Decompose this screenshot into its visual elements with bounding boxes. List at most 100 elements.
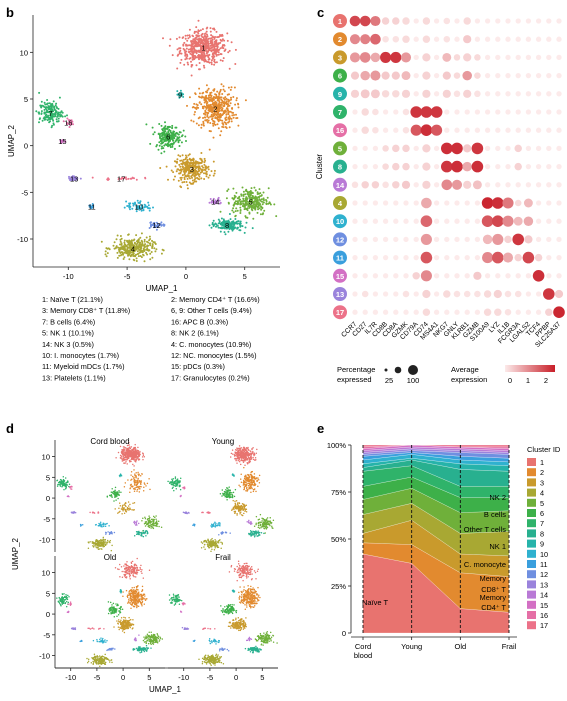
c-dot bbox=[495, 72, 501, 79]
c-dot bbox=[463, 53, 472, 62]
c-color-legend-title: Average bbox=[451, 365, 479, 374]
cluster-4-points bbox=[87, 536, 113, 552]
c-dot bbox=[360, 89, 370, 99]
c-dot bbox=[495, 273, 501, 279]
c-dot bbox=[441, 160, 453, 173]
c-dot bbox=[546, 127, 552, 133]
b-xtick-label: 5 bbox=[243, 272, 247, 281]
c-cluster-badge-7 bbox=[333, 105, 347, 119]
c-dot bbox=[422, 89, 431, 98]
c-dot bbox=[484, 36, 491, 42]
cluster-12-points bbox=[148, 221, 166, 231]
c-dot bbox=[402, 126, 410, 134]
c-dot bbox=[410, 124, 422, 136]
b-ytick-label: -10 bbox=[17, 235, 28, 244]
c-dot bbox=[492, 251, 504, 264]
c-dot bbox=[556, 218, 562, 224]
c-dot bbox=[462, 70, 472, 81]
c-dot bbox=[464, 109, 470, 115]
c-dot bbox=[382, 218, 389, 224]
c-dot bbox=[464, 254, 470, 261]
panel-d-letter: d bbox=[6, 421, 14, 436]
c-dot bbox=[534, 253, 543, 262]
c-dot bbox=[352, 273, 358, 279]
c-dot bbox=[535, 218, 542, 224]
c-dot bbox=[474, 54, 481, 61]
c-dot bbox=[352, 109, 358, 115]
c-dot bbox=[402, 162, 410, 171]
c-dot bbox=[370, 70, 381, 81]
c-dot bbox=[393, 127, 399, 133]
cluster-1-points bbox=[229, 445, 258, 466]
c-dot bbox=[422, 17, 431, 25]
cluster-label-10: 10 bbox=[135, 202, 143, 211]
b-xlabel: UMAP_1 bbox=[145, 284, 178, 293]
c-dot bbox=[535, 91, 542, 97]
cluster-17-points bbox=[91, 176, 147, 181]
c-dot bbox=[556, 145, 562, 152]
c-dot bbox=[392, 17, 400, 25]
c-dot bbox=[349, 34, 361, 45]
c-dot bbox=[546, 163, 552, 170]
c-dot bbox=[474, 127, 481, 133]
c-dot bbox=[372, 108, 379, 116]
b-xtick-label: -5 bbox=[124, 272, 131, 281]
c-cluster-label-10: 10 bbox=[336, 217, 344, 226]
c-dot bbox=[372, 218, 379, 224]
cluster-6-points bbox=[107, 601, 124, 618]
c-dot bbox=[474, 18, 481, 24]
c-dot bbox=[513, 216, 523, 226]
c-dot bbox=[413, 36, 419, 42]
c-dot bbox=[413, 200, 419, 206]
panel-c-dotplot: 1236971658144101211151317ClusterCCR7CD27… bbox=[315, 14, 565, 385]
c-dot bbox=[481, 197, 494, 209]
b-legend-item: 12: NC. monocytes (1.5%) bbox=[171, 351, 257, 360]
c-dot bbox=[464, 309, 470, 315]
cluster-label-4: 4 bbox=[131, 244, 135, 253]
cluster-12-points bbox=[218, 647, 230, 652]
c-dot bbox=[453, 54, 461, 61]
d1-points bbox=[167, 445, 275, 553]
cluster-11-points bbox=[88, 203, 95, 210]
c-dot bbox=[402, 290, 410, 298]
c-dot bbox=[370, 52, 381, 63]
d2-xtick-label: -10 bbox=[65, 673, 76, 682]
cluster-3-points bbox=[114, 501, 136, 515]
panel-b-letter: b bbox=[6, 5, 14, 20]
cluster-2-points bbox=[122, 584, 148, 610]
d-panel-3: Frail bbox=[168, 553, 278, 666]
b-legend-item: 2: Memory CD4⁺ T (16.6%) bbox=[171, 295, 260, 304]
cluster-14-points bbox=[246, 519, 253, 525]
c-cluster-label-4: 4 bbox=[338, 199, 343, 208]
c-dot bbox=[361, 108, 369, 116]
c-dot bbox=[505, 145, 511, 152]
cluster-13-points bbox=[182, 511, 190, 515]
c-dot bbox=[482, 252, 494, 264]
cluster-label-3: 3 bbox=[190, 165, 194, 174]
c-dot bbox=[483, 290, 492, 298]
c-dot bbox=[556, 18, 562, 24]
c-dot bbox=[413, 72, 419, 79]
c-dot bbox=[421, 197, 432, 209]
cluster-9-points bbox=[231, 589, 236, 593]
c-dot bbox=[402, 144, 410, 153]
c-dot bbox=[494, 308, 502, 316]
e-ytick-label: 75% bbox=[331, 488, 346, 497]
cluster-1-points bbox=[162, 19, 237, 77]
cluster-16-points bbox=[68, 485, 73, 490]
e-legend-label: 15 bbox=[540, 601, 548, 610]
c-dot bbox=[360, 34, 371, 45]
c-cluster-badge-11 bbox=[333, 250, 347, 265]
c-cluster-badge-9 bbox=[333, 86, 347, 101]
e-legend-label: 10 bbox=[540, 550, 548, 559]
c-dot bbox=[413, 218, 419, 224]
e-xtick-label: blood bbox=[354, 651, 372, 660]
e-legend-label: 12 bbox=[540, 570, 548, 579]
c-cluster-badge-2 bbox=[333, 32, 347, 47]
e-legend-swatch bbox=[527, 590, 536, 599]
c-cluster-badge-1 bbox=[333, 14, 347, 28]
d-group-title: Old bbox=[104, 553, 116, 562]
c-dot bbox=[505, 36, 511, 42]
c-dot bbox=[546, 182, 552, 188]
c-cluster-badge-6 bbox=[333, 68, 347, 83]
